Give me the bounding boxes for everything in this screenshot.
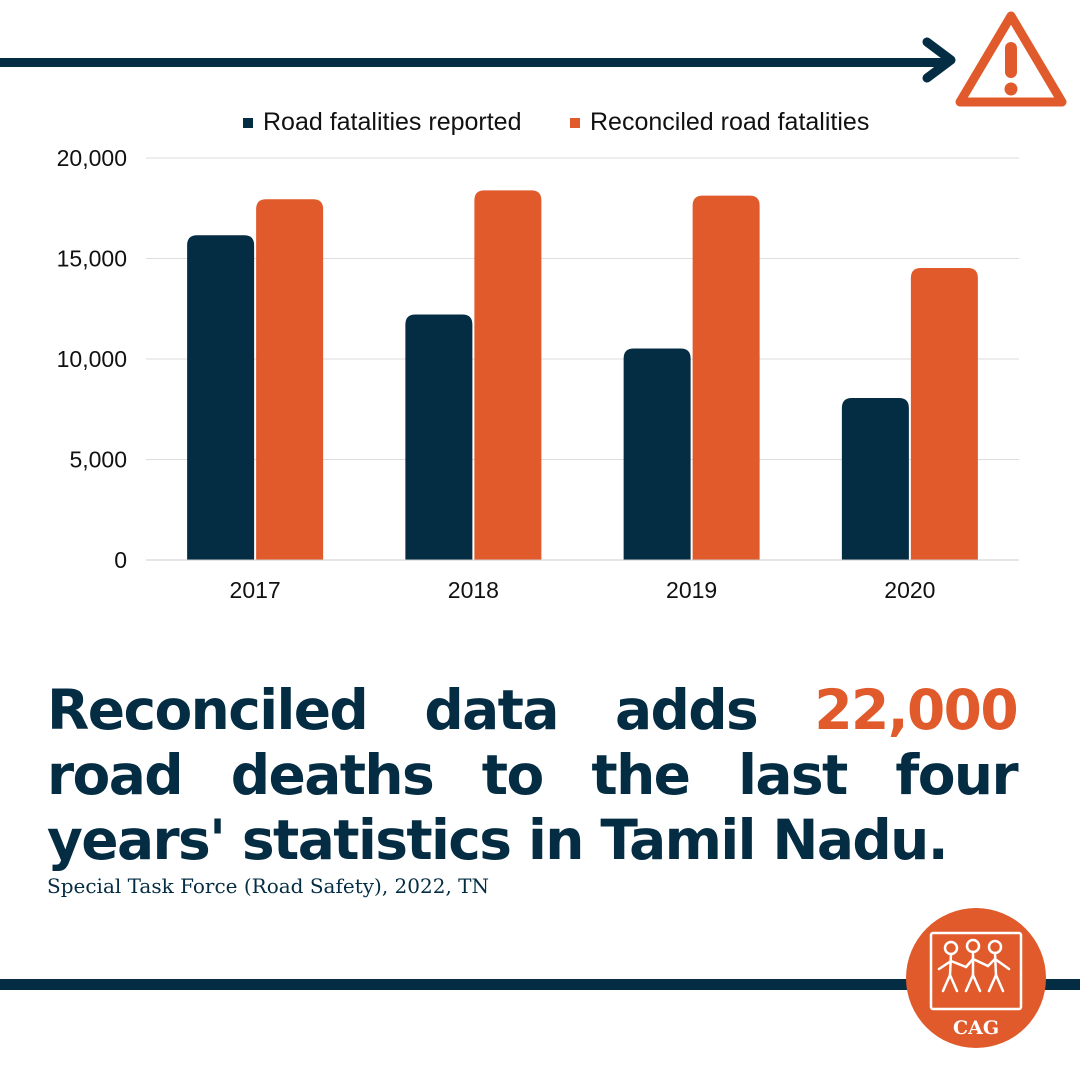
- bar-reported-2017: [187, 235, 255, 560]
- cag-figures-logo: [929, 931, 1023, 1011]
- bottom-rule-line: [0, 979, 1080, 990]
- legend-item-reported: Road fatalities reported: [243, 108, 521, 137]
- bar-reported-2019: [623, 348, 691, 560]
- headline-text-start: Reconciled data adds: [47, 678, 815, 742]
- cag-logo: CAG: [906, 908, 1046, 1048]
- y-tick-label: 20,000: [57, 145, 127, 171]
- warning-triangle-icon: [955, 11, 1067, 107]
- x-tick-label: 2017: [230, 577, 281, 603]
- y-tick-label: 10,000: [57, 346, 127, 372]
- legend-swatch-reconciled: [570, 117, 580, 128]
- x-tick-label: 2020: [884, 577, 935, 603]
- bar-reconciled-2017: [256, 199, 324, 560]
- bar-chart: 0 5,000 10,000 15,000 20,000 2017 2018 2019 2020: [57, 145, 1019, 603]
- headline-highlight-number: 22,000: [814, 678, 1018, 742]
- x-tick-label: 2018: [448, 577, 499, 603]
- y-tick-label: 0: [114, 547, 127, 573]
- y-tick-label: 5,000: [69, 447, 127, 473]
- source-citation: Special Task Force (Road Safety), 2022, …: [47, 874, 490, 898]
- legend-item-reconciled: Reconciled road fatalities: [570, 108, 869, 137]
- bar-reported-2020: [841, 397, 909, 560]
- arrow-right-icon: [922, 37, 956, 83]
- x-tick-label: 2019: [666, 577, 717, 603]
- legend-label-reported: Road fatalities reported: [263, 108, 522, 136]
- bar-reconciled-2018: [474, 190, 542, 560]
- bar-reported-2018: [405, 314, 473, 560]
- headline: Reconciled data adds 22,000 road deaths …: [47, 678, 1019, 873]
- bar-reconciled-2020: [910, 268, 978, 560]
- legend-swatch-reported: [243, 117, 253, 128]
- bar-reconciled-2019: [692, 195, 760, 560]
- logo-text: CAG: [953, 1017, 999, 1039]
- top-rule-line: [0, 58, 948, 67]
- legend-label-reconciled: Reconciled road fatalities: [590, 108, 870, 136]
- chart-legend: Road fatalities reported Reconciled road…: [0, 108, 1080, 140]
- y-tick-label: 15,000: [57, 246, 127, 272]
- headline-text-end: road deaths to the last four years' stat…: [47, 743, 1019, 872]
